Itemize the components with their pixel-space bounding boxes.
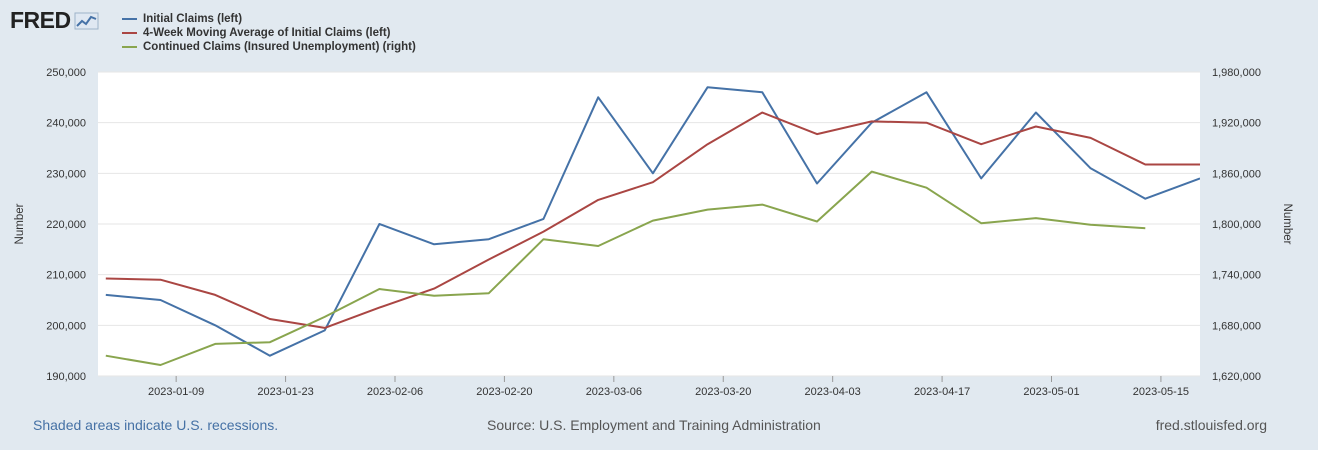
x-tick-label: 2023-03-06 [586, 386, 642, 398]
y-left-tick-label: 200,000 [46, 320, 86, 332]
x-tick-label: 2023-05-15 [1133, 386, 1189, 398]
y-left-tick-label: 240,000 [46, 118, 86, 130]
x-tick-label: 2023-05-01 [1023, 386, 1079, 398]
legend: Initial Claims (left) 4-Week Moving Aver… [122, 12, 416, 54]
series-line-moving-average [105, 111, 1200, 329]
x-tick-label: 2023-04-03 [805, 386, 861, 398]
y-left-tick-label: 210,000 [46, 270, 86, 282]
series-line-continued-claims [105, 170, 1146, 366]
y-right-tick-label: 1,740,000 [1212, 270, 1261, 282]
y-right-tick-label: 1,800,000 [1212, 219, 1261, 231]
y-right-axis-title: Number [1281, 204, 1293, 245]
y-right-tick-label: 1,860,000 [1212, 168, 1261, 180]
source-note: Source: U.S. Employment and Training Adm… [487, 417, 821, 433]
y-right-tick-label: 1,680,000 [1212, 320, 1261, 332]
y-left-tick-label: 250,000 [46, 67, 86, 79]
y-right-tick-label: 1,980,000 [1212, 67, 1261, 79]
legend-label-moving-average: 4-Week Moving Average of Initial Claims … [143, 27, 391, 39]
y-right-tick-label: 1,920,000 [1212, 118, 1261, 130]
y-left-tick-label: 230,000 [46, 168, 86, 180]
recession-note[interactable]: Shaded areas indicate U.S. recessions. [33, 417, 279, 433]
x-tick-label: 2023-02-06 [367, 386, 423, 398]
legend-item-continued-claims[interactable]: Continued Claims (Insured Unemployment) … [122, 40, 416, 54]
site-link[interactable]: fred.stlouisfed.org [1155, 417, 1267, 433]
x-tick-label: 2023-01-23 [257, 386, 313, 398]
chart-line-icon [74, 12, 99, 29]
x-tick-label: 2023-03-20 [695, 386, 751, 398]
legend-swatch-moving-average [122, 32, 137, 34]
y-right-tick-label: 1,620,000 [1212, 371, 1261, 383]
x-tick-label: 2023-01-09 [148, 386, 204, 398]
legend-swatch-continued-claims [122, 46, 137, 48]
y-left-tick-label: 190,000 [46, 371, 86, 383]
logo-text: FRED [10, 7, 71, 33]
x-tick-label: 2023-02-20 [476, 386, 532, 398]
fred-logo[interactable]: FRED [10, 7, 100, 34]
y-left-tick-label: 220,000 [46, 219, 86, 231]
legend-item-moving-average[interactable]: 4-Week Moving Average of Initial Claims … [122, 26, 416, 40]
legend-swatch-initial-claims [122, 18, 137, 20]
legend-label-initial-claims: Initial Claims (left) [143, 13, 243, 25]
y-left-axis-title: Number [14, 203, 26, 244]
legend-item-initial-claims[interactable]: Initial Claims (left) [122, 12, 416, 26]
legend-label-continued-claims: Continued Claims (Insured Unemployment) … [143, 41, 416, 53]
series-line-initial-claims [105, 86, 1200, 357]
x-tick-label: 2023-04-17 [914, 386, 970, 398]
